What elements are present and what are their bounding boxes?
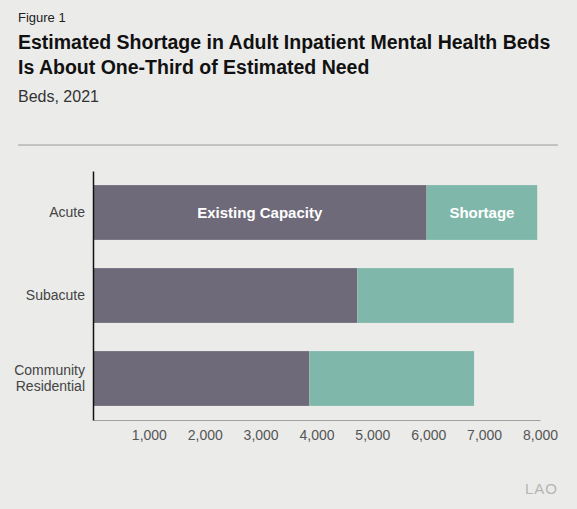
subtitle: Beds, 2021 (18, 88, 99, 105)
series-label: Shortage (449, 204, 514, 221)
x-tick: 6,000 (411, 420, 446, 443)
x-tick: 4,000 (299, 420, 334, 443)
bar (309, 351, 474, 406)
x-tick: 5,000 (355, 420, 390, 443)
y-tick: Subacute (26, 287, 93, 303)
x-tick: 1,000 (132, 420, 167, 443)
x-tick: 7,000 (467, 420, 502, 443)
y-tick: CommunityResidential (14, 362, 93, 395)
bar (93, 185, 427, 240)
x-tick-label: 5,000 (355, 427, 390, 443)
x-tick: 2,000 (188, 420, 223, 443)
y-tick-label: CommunityResidential (14, 362, 85, 395)
y-tick: Acute (49, 204, 93, 220)
series (309, 185, 537, 406)
series-label: Existing Capacity (197, 204, 323, 221)
x-tick-label: 6,000 (411, 427, 446, 443)
bar (93, 268, 357, 323)
x-tick: 3,000 (244, 420, 279, 443)
chart: Figure 1 Estimated Shortage in Adult Inpa… (0, 0, 577, 509)
x-tick: 8,000 (523, 420, 558, 443)
y-tick-label: Acute (49, 204, 85, 220)
x-tick-label: 7,000 (467, 427, 502, 443)
bar (427, 185, 538, 240)
x-tick-label: 1,000 (132, 427, 167, 443)
bar (93, 351, 309, 406)
title: Estimated Shortage in Adult Inpatient Me… (18, 31, 550, 78)
y-axis-line (93, 172, 95, 421)
x-axis: 1,000 2,000 3,000 4,000 5,000 6,000 7,000 8,000 (94, 420, 559, 443)
logo: LAO (525, 480, 558, 497)
bar (357, 268, 513, 323)
y-axis: Acute Subacute CommunityResidential (14, 172, 93, 421)
y-tick-label: Subacute (26, 287, 85, 303)
x-axis-line (94, 420, 541, 421)
x-tick-label: 3,000 (244, 427, 279, 443)
figure-label: Figure 1 (18, 10, 66, 25)
x-tick-label: 8,000 (523, 427, 558, 443)
bars (93, 185, 537, 406)
separator (18, 145, 558, 146)
x-tick-label: 4,000 (299, 427, 334, 443)
x-tick-label: 2,000 (188, 427, 223, 443)
